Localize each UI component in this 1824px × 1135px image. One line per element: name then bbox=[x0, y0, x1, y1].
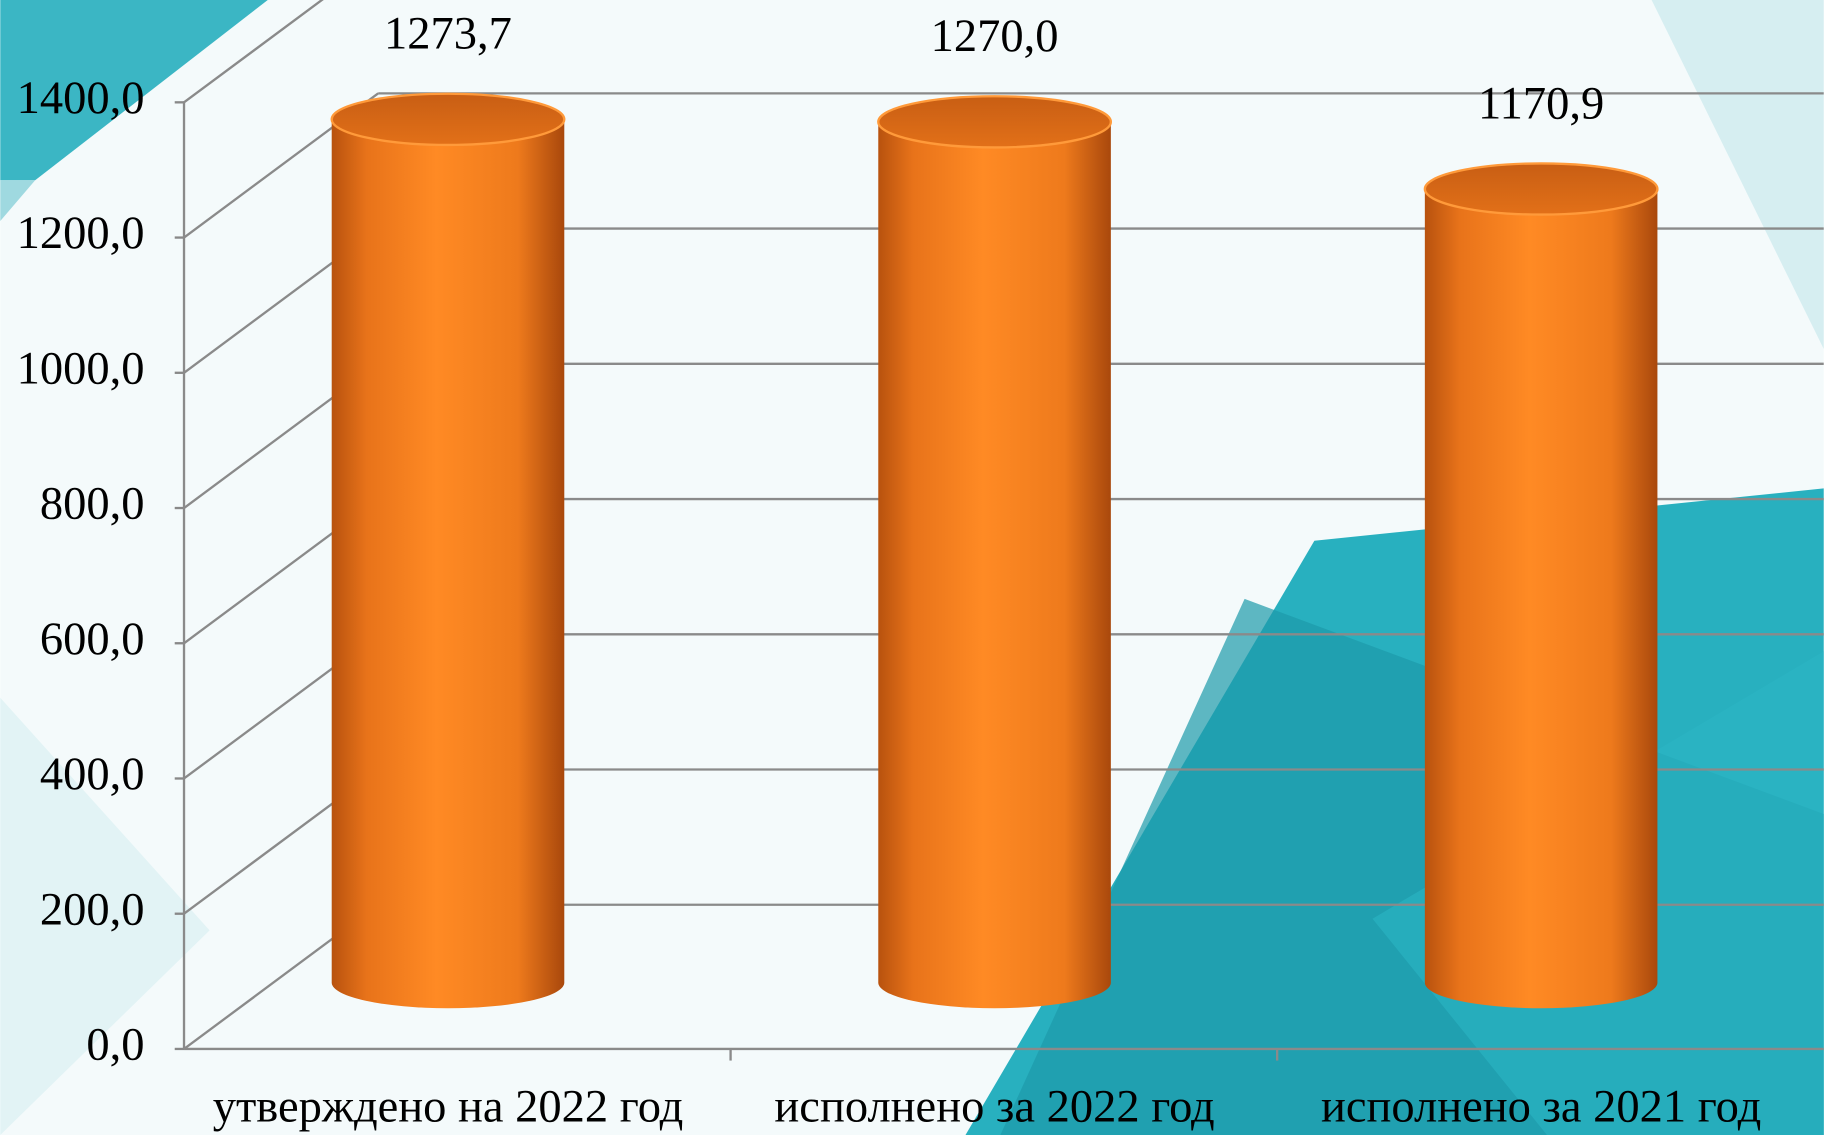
value-label: 1170,9 bbox=[1478, 78, 1604, 129]
labels: 0,0 200,0 400,0 600,0 800,0 1000,0 1200,0 1400,… bbox=[17, 9, 1762, 1133]
y-tick-label: 600,0 bbox=[40, 614, 145, 665]
bar-body bbox=[1424, 189, 1658, 1009]
y-tick-label: 400,0 bbox=[40, 749, 145, 800]
bar-top bbox=[877, 95, 1113, 149]
x-tick-label: исполнено за 2022 год bbox=[774, 1081, 1214, 1132]
x-tick-label: утверждено на 2022 год bbox=[213, 1081, 684, 1132]
y-tick-label: 1200,0 bbox=[17, 208, 145, 259]
y-tick-label: 1000,0 bbox=[17, 343, 145, 394]
grid-line bbox=[183, 0, 324, 104]
bar bbox=[1423, 162, 1659, 1009]
x-tick-label: исполнено за 2021 год bbox=[1321, 1081, 1761, 1132]
y-tick-label: 0,0 bbox=[86, 1020, 144, 1071]
value-label: 1270,0 bbox=[931, 11, 1059, 62]
value-label: 1273,7 bbox=[384, 9, 512, 60]
bar-body bbox=[331, 119, 565, 1009]
bars bbox=[330, 92, 1659, 1009]
y-tick-label: 800,0 bbox=[40, 479, 145, 530]
bar-top bbox=[330, 92, 566, 147]
bar bbox=[877, 95, 1113, 1009]
y-tick-label: 200,0 bbox=[40, 884, 145, 935]
bar-body bbox=[878, 121, 1111, 1009]
bar-top bbox=[1423, 162, 1659, 216]
bar bbox=[330, 92, 566, 1009]
y-tick-label: 1400,0 bbox=[17, 73, 145, 124]
